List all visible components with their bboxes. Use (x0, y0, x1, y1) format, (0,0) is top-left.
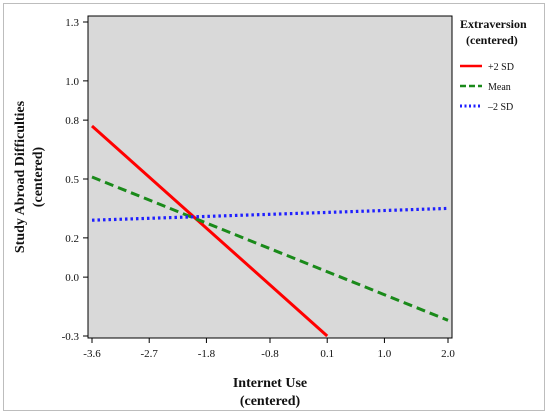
y-tick-label: 0.0 (65, 272, 79, 284)
x-tick-label: -1.8 (198, 348, 216, 360)
chart-marks (91, 124, 449, 338)
y-tick-label: 1.0 (65, 76, 79, 88)
y-tick-label: -0.3 (62, 331, 80, 343)
y-axis-subtitle: (centered) (31, 146, 46, 207)
plot-area (87, 15, 453, 339)
legend-label-1: +2 SD (488, 62, 514, 73)
series-line-3 (91, 206, 449, 222)
series-line-1 (91, 124, 329, 338)
x-axis-subtitle: (centered) (240, 394, 301, 409)
x-tick-label: -2.7 (141, 348, 159, 360)
legend-items: +2 SD Mean –2 SD (460, 62, 514, 113)
chart-frame: -3.6 -2.7 -1.8 -0.8 0.1 1.0 2.0 -0.3 0.0 0.2 0.5 0.… (3, 3, 545, 411)
legend-label-3: –2 SD (487, 102, 513, 113)
y-tick-label: 0.8 (65, 115, 79, 127)
legend-title: Extraversion (460, 17, 527, 31)
x-tick-label: -3.6 (83, 348, 101, 360)
x-tick-label: -0.8 (261, 348, 279, 360)
legend-subtitle: (centered) (466, 33, 518, 47)
y-tick-label: 1.3 (65, 17, 79, 29)
legend-label-2: Mean (488, 82, 511, 93)
y-axis-title: Study Abroad Difficulties (13, 100, 28, 253)
y-tick-label: 0.2 (65, 233, 79, 245)
line-chart: -3.6 -2.7 -1.8 -0.8 0.1 1.0 2.0 -0.3 0.0 0.2 0.5 0.… (13, 15, 527, 409)
axes: -3.6 -2.7 -1.8 -0.8 0.1 1.0 2.0 -0.3 0.0 0.2 0.5 0.… (62, 17, 456, 360)
y-tick-label: 0.5 (65, 174, 79, 186)
legend: Extraversion (centered) +2 SD Mean –2 SD (460, 17, 527, 113)
x-axis-title: Internet Use (233, 376, 307, 391)
x-tick-label: 1.0 (378, 348, 392, 360)
series-line-2 (91, 175, 449, 322)
x-tick-label: 0.1 (320, 348, 334, 360)
x-tick-label: 2.0 (441, 348, 455, 360)
